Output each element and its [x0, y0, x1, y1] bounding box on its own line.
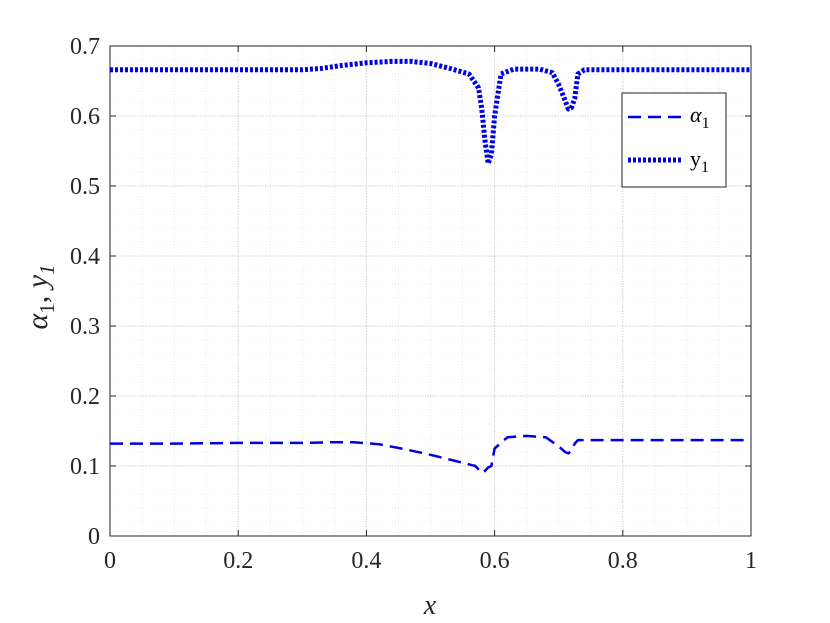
series-line-y1 [110, 58, 751, 167]
y-tick-label: 0.1 [70, 454, 100, 480]
legend-alpha1-symbol: α [690, 102, 702, 127]
y-axis-label-symbol-1: α [21, 313, 54, 330]
y-axis-label: α1, y1 [21, 264, 59, 329]
legend-label-alpha1: α1 [690, 102, 710, 132]
y-axis-label-symbol-2: y [21, 274, 54, 291]
legend-box [621, 92, 727, 188]
legend-alpha1-sub: 1 [702, 115, 710, 132]
x-tick-label: 0.8 [608, 548, 638, 574]
y-tick-labels: 0 0.1 0.2 0.3 0.4 0.5 0.6 0.7 [70, 34, 100, 550]
x-tick-label: 0.6 [480, 548, 510, 574]
legend-label-y1: y1 [690, 146, 709, 176]
plot-frame [109, 45, 752, 537]
y-axis-label-sub-2: 1 [35, 264, 59, 275]
x-tick-label: 1 [745, 548, 757, 574]
axis-ticks [109, 45, 752, 537]
legend: α1 y1 [621, 92, 727, 188]
legend-y1-symbol: y [690, 146, 701, 171]
series-line-alpha1 [110, 434, 751, 475]
y-tick-label: 0.6 [70, 104, 100, 130]
y-axis-label-sub-1: 1 [35, 303, 59, 314]
legend-y1-sub: 1 [701, 159, 709, 176]
y-tick-label: 0.5 [70, 174, 100, 200]
x-tick-label: 0.2 [223, 548, 253, 574]
x-tick-label: 0.4 [351, 548, 381, 574]
y-tick-label: 0.3 [70, 314, 100, 340]
y-tick-label: 0 [88, 524, 100, 550]
series-layer [110, 58, 751, 475]
y-axis-label-separator: , [21, 288, 54, 303]
y-tick-label: 0.2 [70, 384, 100, 410]
x-tick-labels: 0 0.2 0.4 0.6 0.8 1 [104, 548, 757, 574]
y-tick-label: 0.7 [70, 34, 100, 60]
x-tick-label: 0 [104, 548, 116, 574]
x-axis-label: x [423, 590, 437, 621]
y-tick-label: 0.4 [70, 244, 100, 270]
